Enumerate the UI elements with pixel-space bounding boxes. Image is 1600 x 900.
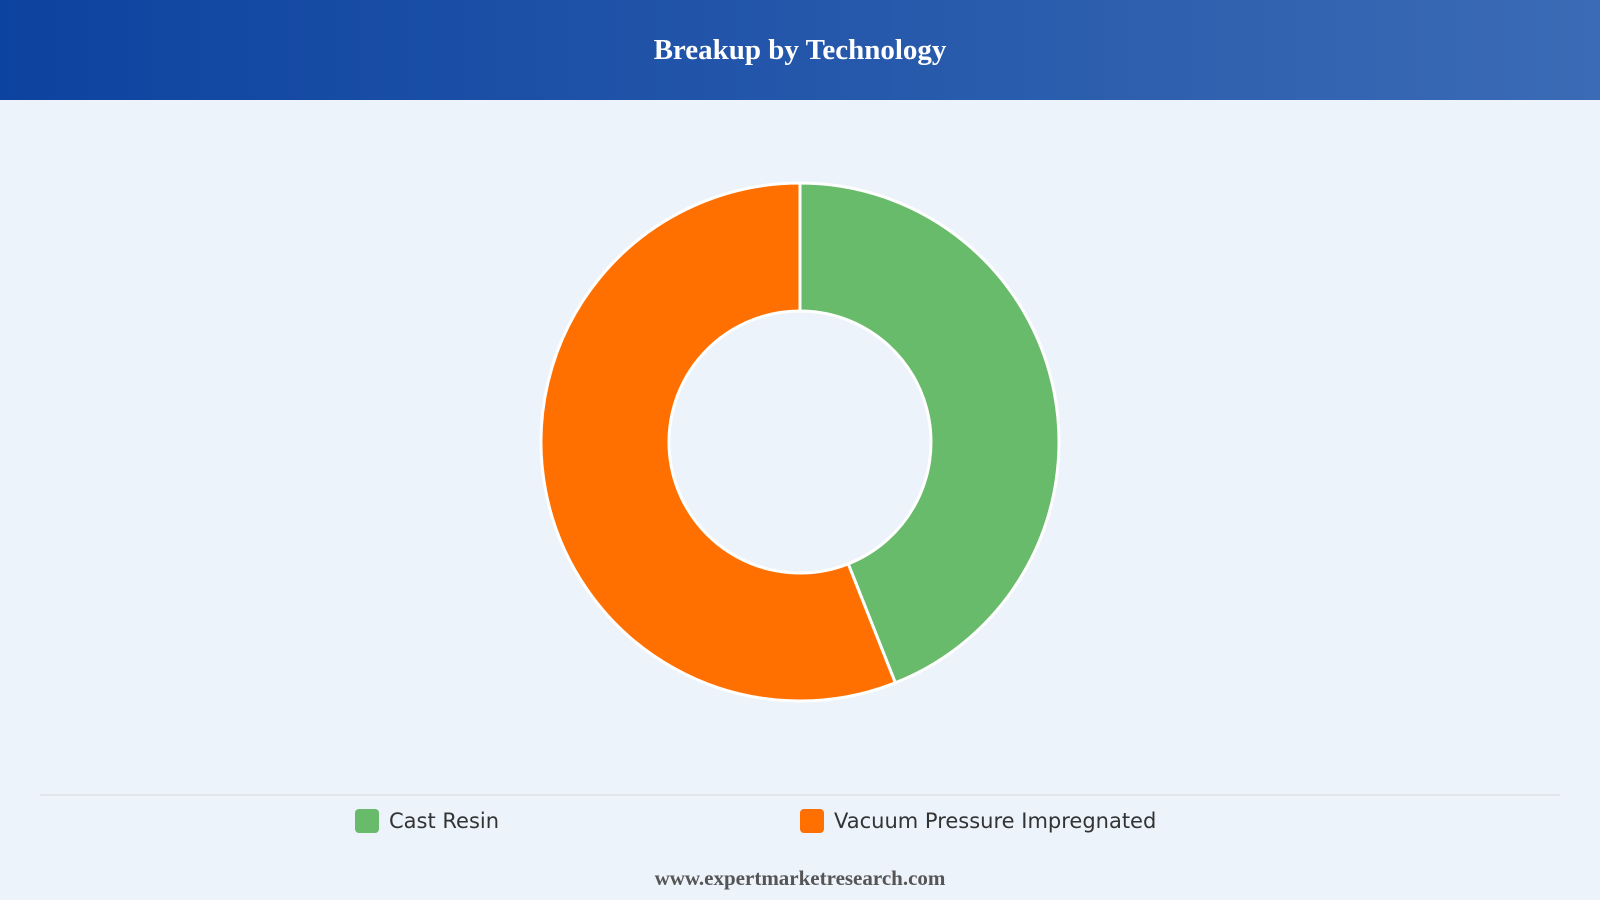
legend-label: Vacuum Pressure Impregnated — [834, 809, 1156, 833]
chart-title: Breakup by Technology — [653, 33, 947, 66]
slice — [539, 181, 898, 703]
header: Breakup by Technology — [0, 0, 1600, 100]
legend-label: Cast Resin — [389, 809, 499, 833]
slice — [798, 181, 1061, 685]
legend-swatch — [355, 809, 379, 833]
source: www.expertmarketresearch.com — [654, 866, 946, 890]
legend-swatch — [800, 809, 824, 833]
